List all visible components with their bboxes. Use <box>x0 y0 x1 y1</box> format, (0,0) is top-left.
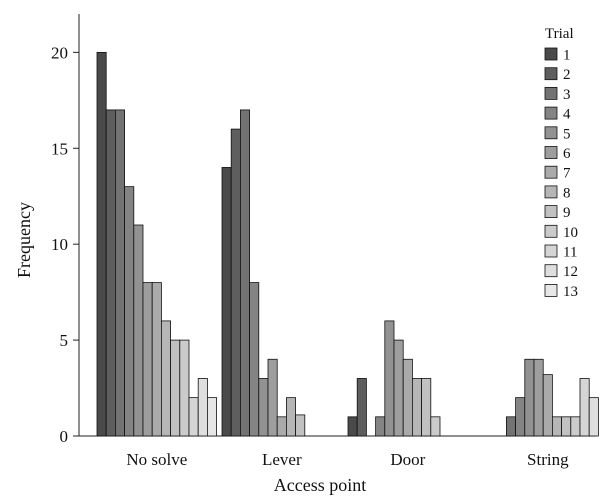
bar-trial-1-no-solve <box>96 51 107 437</box>
bar-trial-7-no-solve <box>151 282 162 437</box>
bar-trial-4-no-solve <box>124 186 135 437</box>
bar-trial-2-lever <box>230 128 241 437</box>
bar-trial-3-lever <box>239 109 250 437</box>
bar-trial-2-door <box>356 378 367 437</box>
bars <box>96 51 599 437</box>
bar-trial-7-lever <box>276 416 287 437</box>
bar-trial-8-no-solve <box>160 320 171 437</box>
y-tick-label: 5 <box>60 331 69 350</box>
legend-label: 2 <box>563 67 571 83</box>
legend-swatch <box>544 165 558 179</box>
x-axis-label: Access point <box>274 475 366 495</box>
y-axis-ticks: 0 5 10 15 20 <box>51 43 79 446</box>
bar-trial-3-string <box>505 416 516 437</box>
legend-swatch <box>544 205 558 219</box>
legend-label: 13 <box>563 284 578 300</box>
bar-trial-5-no-solve <box>133 224 144 437</box>
bar-trial-8-lever <box>285 397 296 437</box>
bar-trial-5-door <box>384 320 395 437</box>
bar-trial-1-lever <box>221 167 232 437</box>
bar-trial-10-door <box>430 416 441 437</box>
bar-trial-9-door <box>421 378 432 437</box>
bar-trial-12-no-solve <box>197 378 208 437</box>
bar-trial-4-string <box>515 397 526 437</box>
bar-trial-1-door <box>347 416 358 437</box>
bar-trial-8-string <box>552 416 563 437</box>
legend-swatch <box>544 87 558 100</box>
x-tick-label: Lever <box>262 450 302 469</box>
bar-trial-10-string <box>570 416 581 437</box>
y-tick-label: 15 <box>51 139 68 158</box>
legend-swatch <box>544 244 558 258</box>
legend-label: 10 <box>563 225 578 241</box>
bar-trial-13-no-solve <box>206 397 217 437</box>
y-tick-label: 20 <box>51 43 68 62</box>
legend-label: 8 <box>563 185 571 201</box>
bar-trial-6-lever <box>267 358 278 437</box>
bar-trial-4-door <box>375 416 386 437</box>
bar-trial-9-lever <box>295 414 306 437</box>
legend-label: 4 <box>563 107 571 123</box>
legend-label: 5 <box>563 126 571 142</box>
legend-label: 6 <box>563 146 571 162</box>
legend-swatch <box>544 283 558 297</box>
bar-trial-2-no-solve <box>105 109 116 437</box>
legend-swatch <box>544 67 558 81</box>
y-tick-label: 10 <box>51 235 68 254</box>
bar-trial-9-string <box>561 416 572 437</box>
x-tick-label: Door <box>390 450 425 469</box>
bar-trial-12-string <box>588 397 599 437</box>
bar-trial-3-no-solve <box>115 109 126 437</box>
legend-label: 1 <box>563 48 571 64</box>
bar-trial-6-string <box>533 358 544 437</box>
bar-trial-9-no-solve <box>170 339 181 437</box>
legend-swatch <box>544 47 558 61</box>
y-axis-label: Frequency <box>14 202 34 278</box>
bar-trial-11-string <box>579 378 590 437</box>
legend-swatch <box>544 106 558 120</box>
legend-swatch <box>544 264 558 278</box>
legend-label: 7 <box>563 166 571 182</box>
bar-trial-4-lever <box>249 282 260 437</box>
legend-title: Trial <box>545 26 574 42</box>
bar-trial-7-door <box>402 358 413 437</box>
legend-label: 3 <box>563 87 571 103</box>
x-axis-ticks: No solve Lever Door String <box>126 450 569 469</box>
bar-trial-5-string <box>524 358 535 437</box>
legend-swatch <box>544 126 558 140</box>
bar-trial-6-door <box>393 339 404 437</box>
bar-trial-5-lever <box>258 378 269 437</box>
bar-trial-10-no-solve <box>179 339 190 437</box>
legend-swatch <box>544 224 558 238</box>
legend-label: 9 <box>563 205 571 221</box>
x-tick-label: String <box>527 450 569 469</box>
legend-label: 12 <box>563 264 578 280</box>
bar-trial-11-no-solve <box>188 397 199 437</box>
legend-label: 11 <box>563 245 577 261</box>
bar-trial-7-string <box>542 374 553 437</box>
bar-trial-6-no-solve <box>142 282 153 437</box>
y-tick-label: 0 <box>60 427 69 446</box>
legend-swatch <box>544 146 558 159</box>
x-tick-label: No solve <box>126 450 187 469</box>
legend-swatch <box>544 185 558 199</box>
bar-trial-8-door <box>411 378 422 437</box>
